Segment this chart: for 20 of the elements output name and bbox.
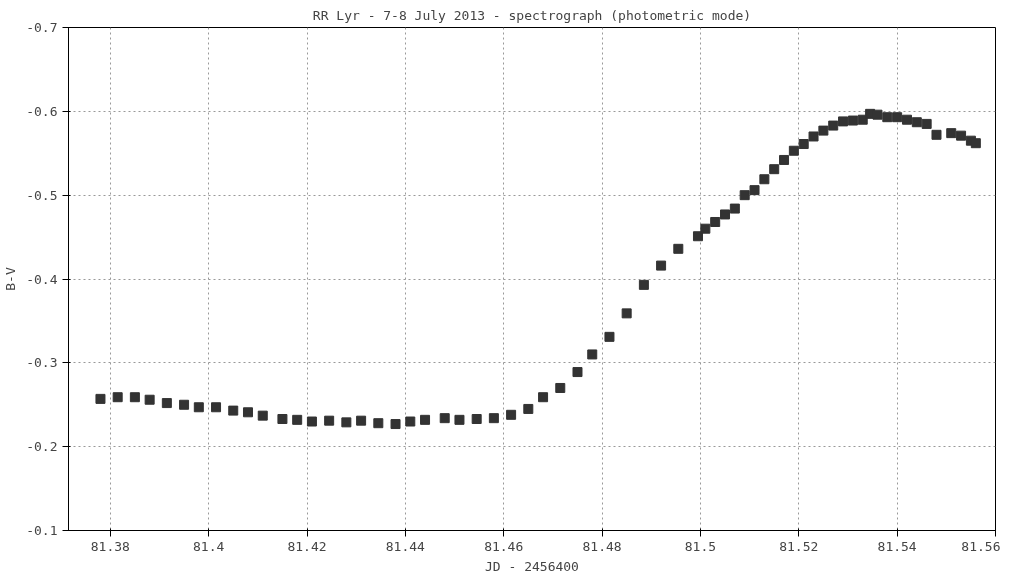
x-tick-label: 81.42 [287,538,327,554]
y-tick-label: -0.7 [26,20,58,35]
x-tick-label: 81.56 [961,538,1001,554]
y-tick-label: -0.3 [26,355,58,371]
y-tick-label: -0.1 [26,523,58,538]
chart-title: RR Lyr - 7-8 July 2013 - spectrograph (photometric mode) [312,7,752,23]
x-tick-label: 81.48 [582,538,622,554]
x-axis-title: JD - 2456400 [485,558,579,574]
x-tick-label: 81.5 [684,538,717,554]
y-axis-title: B-V [3,267,19,291]
x-tick-label: 81.46 [484,538,524,554]
y-tick-label: -0.4 [26,271,58,287]
y-tick-label: -0.6 [26,103,58,119]
x-tick-label: 81.44 [385,538,426,554]
x-tick-label: 81.52 [779,538,819,554]
y-tick-label: -0.5 [26,187,58,203]
y-tick-label: -0.2 [26,439,58,455]
x-tick-label: 81.4 [193,538,225,554]
x-tick-label: 81.54 [877,538,917,554]
x-tick-label: 81.38 [90,538,130,554]
